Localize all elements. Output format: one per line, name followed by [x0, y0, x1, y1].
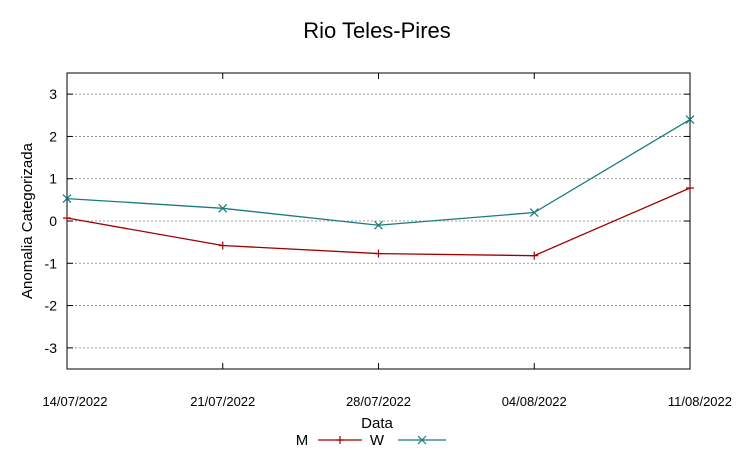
y-tick-label: 2 — [49, 128, 57, 144]
x-tick-label: 28/07/2022 — [346, 394, 411, 409]
legend-item-w: W — [370, 432, 446, 449]
x-tick-label: 14/07/2022 — [42, 394, 107, 409]
y-axis-ticks: 3 2 1 0 -1 -2 -3 — [45, 86, 690, 356]
x-tick-label: 21/07/2022 — [190, 394, 255, 409]
x-axis-label: Data — [361, 415, 393, 432]
grid-layer — [67, 93, 690, 349]
x-axis-ticks: 14/07/2022 21/07/2022 28/07/2022 04/08/2022… — [42, 73, 732, 409]
data-point-marker — [218, 203, 228, 213]
data-point — [530, 251, 539, 260]
y-tick-label: 0 — [49, 213, 57, 229]
x-tick-label: 04/08/2022 — [502, 394, 567, 409]
y-axis-label: Anomalia Categorizada — [19, 142, 36, 299]
y-tick-label: -1 — [45, 255, 58, 271]
series-m — [63, 184, 694, 260]
y-tick-label: -3 — [45, 340, 58, 356]
series-line — [66, 187, 691, 257]
y-tick-label: 1 — [49, 171, 57, 187]
data-point — [218, 241, 227, 250]
series-w — [62, 115, 695, 230]
data-point — [686, 184, 694, 193]
y-tick-label: -2 — [45, 298, 58, 314]
y-tick-label: 3 — [49, 86, 57, 102]
data-point-marker — [685, 115, 695, 124]
legend-label: W — [370, 432, 385, 449]
data-point-marker — [417, 435, 427, 445]
data-point-marker — [529, 208, 539, 217]
data-point — [63, 214, 71, 223]
legend-item-m: M — [296, 432, 362, 449]
data-point — [374, 249, 383, 258]
x-tick-label: 11/08/2022 — [668, 394, 732, 409]
series-line — [66, 118, 691, 226]
legend-label: M — [296, 432, 309, 449]
data-point — [374, 220, 383, 230]
series-layer — [62, 115, 695, 260]
data-point — [218, 203, 228, 213]
data-point — [529, 208, 539, 217]
data-point — [685, 115, 695, 124]
data-point-marker — [62, 194, 72, 204]
data-point — [62, 194, 72, 204]
data-point-marker — [374, 220, 383, 230]
chart-title: Rio Teles-Pires — [303, 18, 451, 43]
